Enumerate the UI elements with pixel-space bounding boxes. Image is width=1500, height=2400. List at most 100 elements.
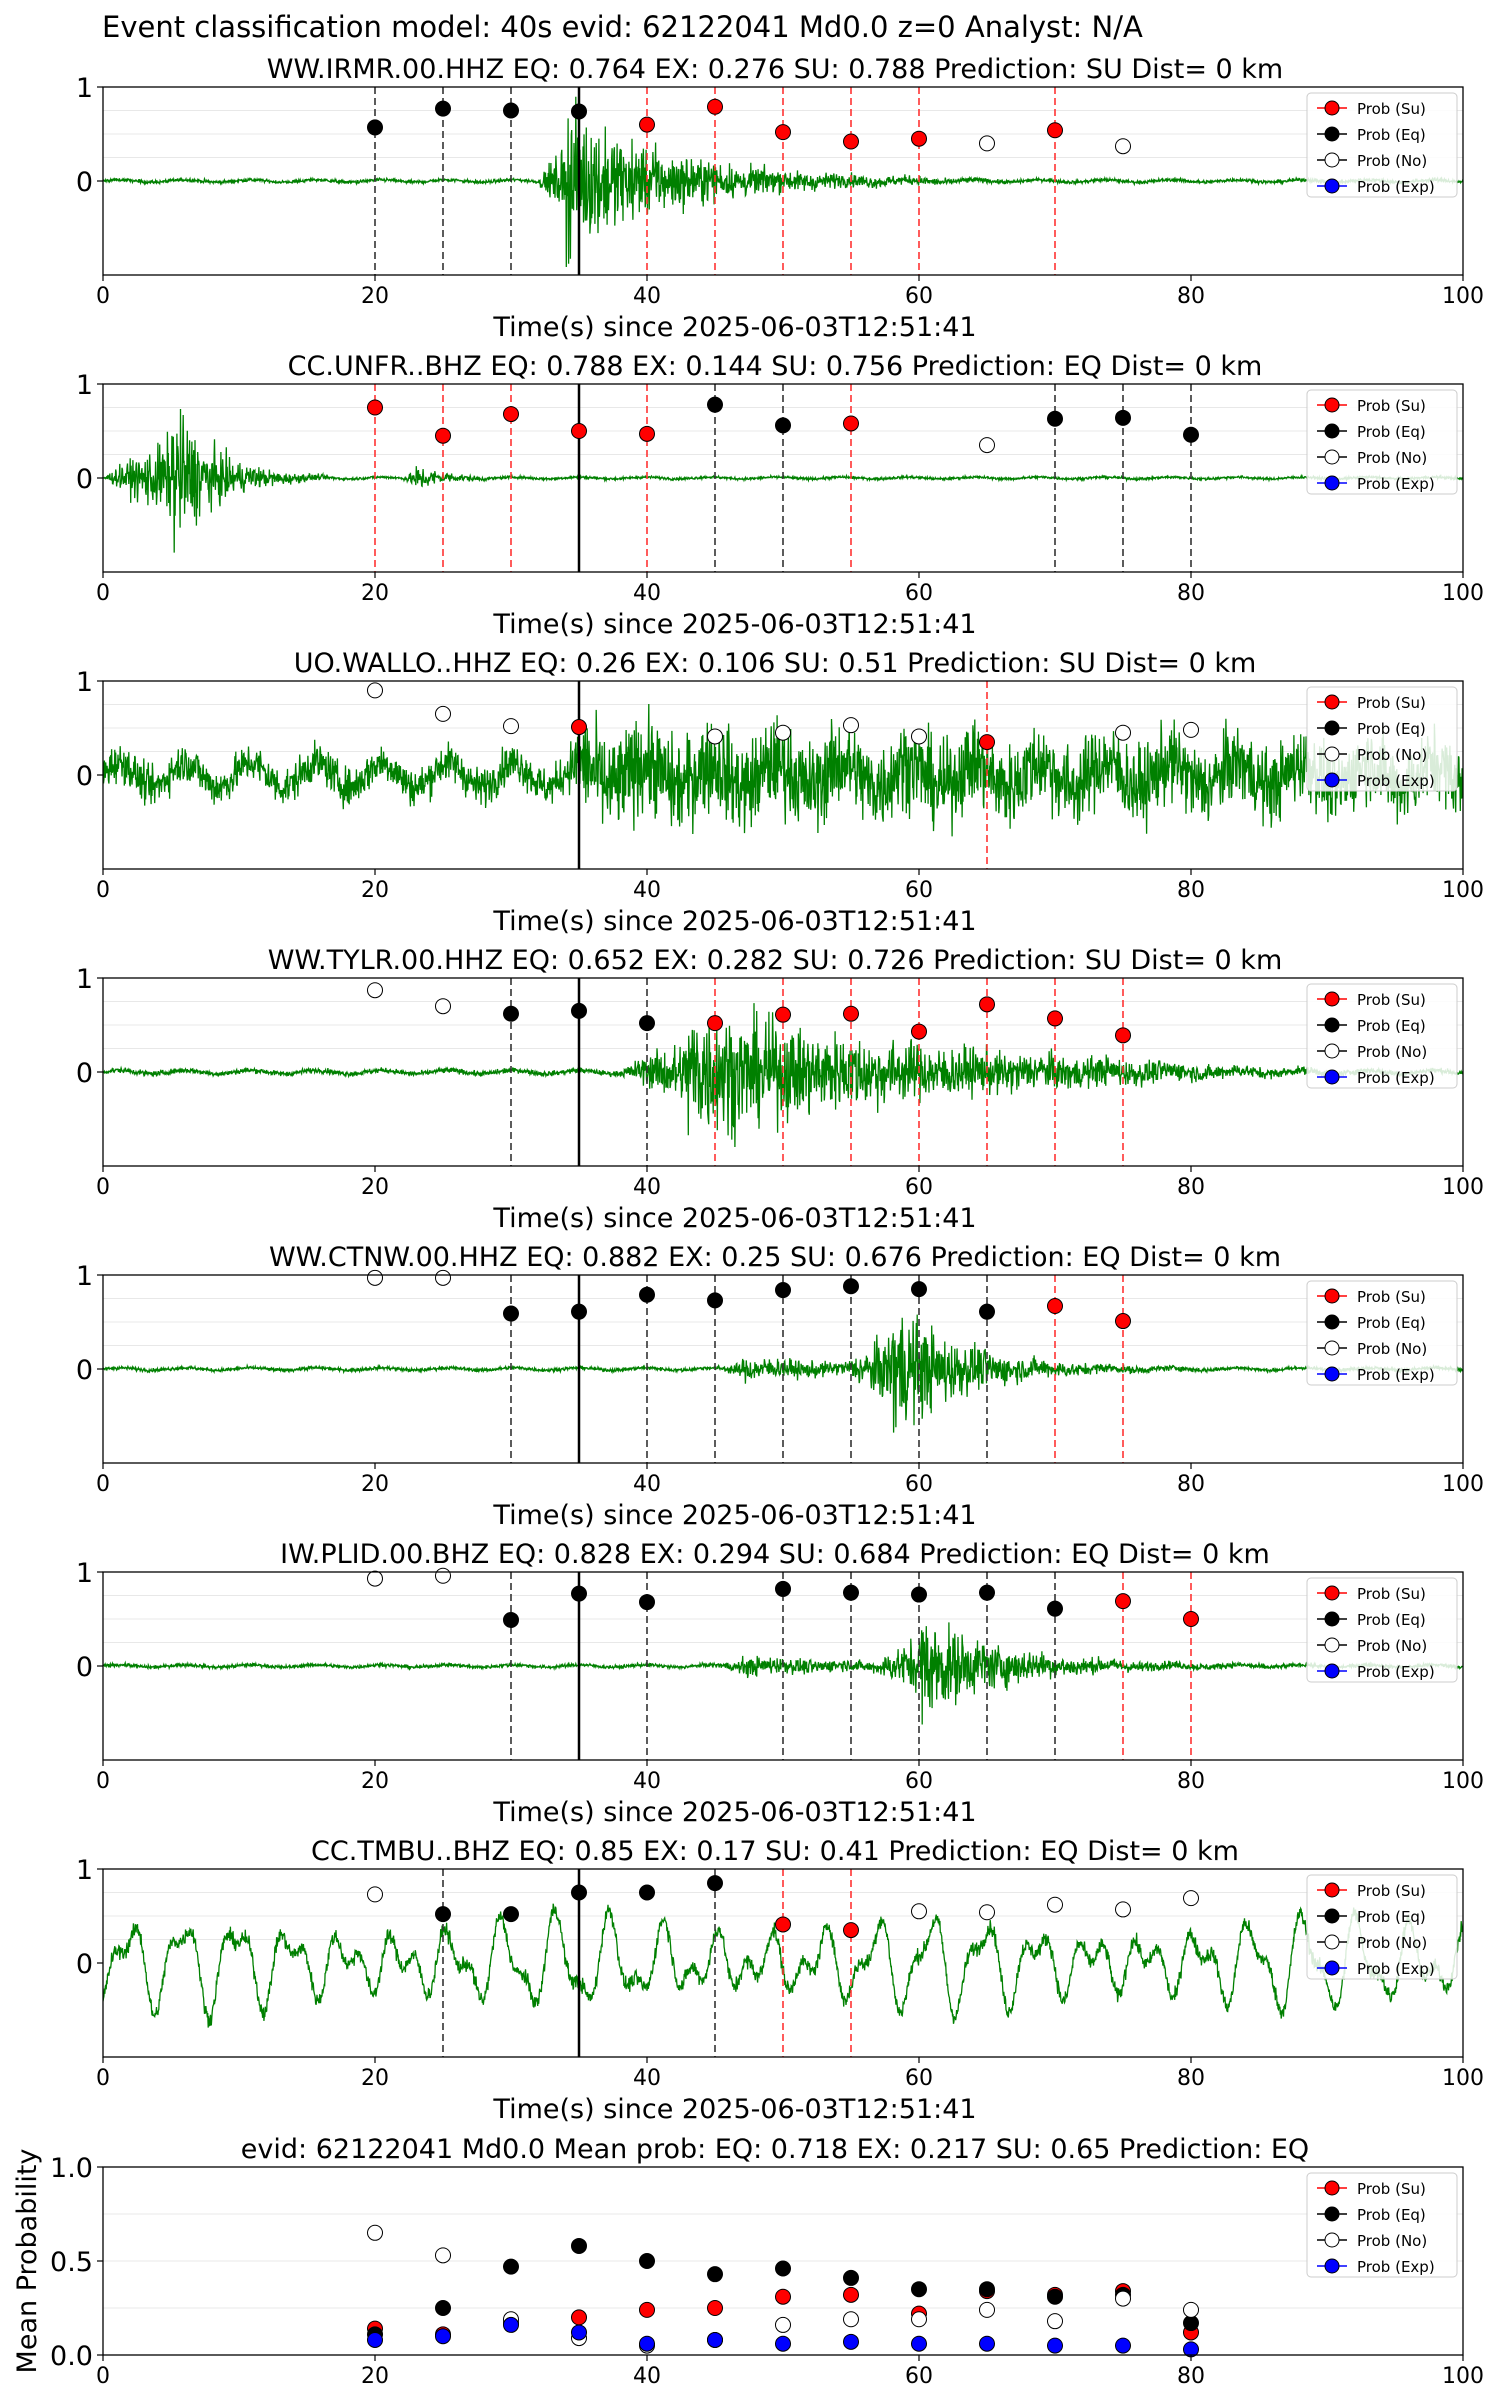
panel-title: UO.WALLO..HHZ EQ: 0.26 EX: 0.106 SU: 0.5…	[294, 648, 1257, 679]
legend-box	[1306, 1280, 1458, 1386]
data-point-eq	[979, 2281, 995, 2298]
data-point-eq	[911, 2281, 927, 2298]
panel-6: 0 20 40 60 80 100 0 1 IW.PLID.00.BHZ EQ: 0.828 E…	[76, 1539, 1484, 1828]
data-point-eq	[843, 1584, 859, 1601]
x-tick-label: 40	[633, 284, 661, 309]
data-point-su	[1047, 1010, 1063, 1027]
data-point-eq	[639, 1286, 655, 1303]
legend-marker-su	[1324, 100, 1340, 116]
data-point-eq	[639, 2253, 655, 2269]
data-point-eq	[707, 396, 723, 413]
legend-label-eq: Prob (Eq)	[1357, 2206, 1426, 2224]
data-point-su	[707, 98, 723, 115]
legend-marker-no	[1324, 1637, 1340, 1653]
data-point-eq	[1047, 1600, 1063, 1617]
data-point-no	[775, 724, 791, 741]
data-point-eq	[707, 1292, 723, 1309]
data-point-no	[435, 705, 451, 722]
x-tick-label: 80	[1177, 1769, 1205, 1794]
legend-label-su: Prob (Su)	[1357, 2180, 1426, 2198]
data-point-no	[503, 718, 519, 735]
data-point-su	[979, 996, 995, 1013]
legend-marker-exp	[1324, 475, 1340, 491]
data-point-no	[435, 998, 451, 1015]
legend-label-exp: Prob (Exp)	[1357, 1663, 1435, 1681]
x-tick-label: 0	[96, 2066, 110, 2091]
legend-marker-no	[1324, 1934, 1340, 1950]
x-tick-label: 60	[905, 878, 933, 903]
data-point-eq	[1183, 426, 1199, 443]
data-point-su	[1047, 1298, 1063, 1315]
x-tick-label: 40	[633, 878, 661, 903]
data-point-eq	[1115, 409, 1131, 426]
y-tick-label: 1	[76, 1261, 93, 1292]
data-point-su	[1115, 1027, 1131, 1044]
x-tick-label: 40	[633, 581, 661, 606]
data-point-eq	[979, 1303, 995, 1320]
legend-marker-no	[1324, 746, 1340, 762]
x-tick-label: 100	[1442, 1769, 1484, 1794]
x-axis-label: Time(s) since 2025-06-03T12:51:41	[492, 312, 976, 343]
panel-8: 0 20 40 60 80 100 0.0 0.5 1.0 evid: 62122041 Md0.…	[12, 2134, 1484, 2389]
x-axis-label: Time(s) since 2025-06-03T12:51:41	[492, 906, 976, 937]
x-tick-label: 0	[96, 581, 110, 606]
data-point-no	[1115, 138, 1131, 155]
data-point-eq	[571, 1303, 587, 1320]
x-tick-label: 100	[1442, 1472, 1484, 1497]
legend-marker-no	[1324, 2232, 1340, 2248]
data-point-no	[979, 437, 995, 454]
data-point-eq	[707, 2266, 723, 2283]
x-tick-label: 60	[905, 1175, 933, 1200]
y-tick-label: 0	[76, 1355, 93, 1386]
x-axis-label: Time(s) since 2025-06-03T12:51:41	[492, 1203, 976, 1234]
legend-label-su: Prob (Su)	[1357, 397, 1426, 415]
data-point-eq	[1047, 410, 1063, 427]
data-point-eq	[707, 1875, 723, 1892]
y-tick-label: 1	[76, 667, 93, 698]
x-tick-label: 0	[96, 2364, 110, 2389]
data-point-eq	[503, 2258, 519, 2275]
y-tick-label: 1.0	[50, 2153, 93, 2184]
data-point-no	[367, 1269, 383, 1286]
legend-marker-su	[1324, 991, 1340, 1007]
legend-marker-exp	[1324, 2258, 1340, 2274]
data-point-no	[775, 2316, 791, 2333]
y-tick-label: 1	[76, 1558, 93, 1589]
legend-marker-exp	[1324, 1960, 1340, 1976]
legend-label-eq: Prob (Eq)	[1357, 1017, 1426, 1035]
legend-label-su: Prob (Su)	[1357, 1288, 1426, 1306]
data-point-su	[775, 124, 791, 141]
data-point-su	[843, 1005, 859, 1022]
data-point-no	[367, 682, 383, 699]
legend-label-eq: Prob (Eq)	[1357, 1611, 1426, 1629]
panel-title: CC.UNFR..BHZ EQ: 0.788 EX: 0.144 SU: 0.7…	[288, 351, 1263, 382]
x-tick-label: 60	[905, 2066, 933, 2091]
data-point-exp	[367, 2331, 383, 2348]
legend-label-no: Prob (No)	[1357, 1934, 1427, 1952]
panel-title: WW.IRMR.00.HHZ EQ: 0.764 EX: 0.276 SU: 0…	[267, 54, 1283, 85]
y-tick-label: 0	[76, 1058, 93, 1089]
legend-label-su: Prob (Su)	[1357, 694, 1426, 712]
x-tick-label: 20	[361, 581, 389, 606]
x-tick-label: 20	[361, 2066, 389, 2091]
data-point-eq	[775, 1580, 791, 1597]
legend-marker-no	[1324, 449, 1340, 465]
legend-marker-su	[1324, 1882, 1340, 1898]
data-point-su	[843, 1922, 859, 1939]
data-point-su	[1115, 1593, 1131, 1610]
data-point-no	[1047, 2313, 1063, 2330]
data-point-exp	[1047, 2337, 1063, 2354]
legend-box	[1306, 686, 1458, 792]
x-tick-label: 80	[1177, 2066, 1205, 2091]
legend-box	[1306, 92, 1458, 198]
data-point-eq	[571, 103, 587, 120]
x-tick-label: 80	[1177, 284, 1205, 309]
panel-7: 0 20 40 60 80 100 0 1 CC.TMBU..BHZ EQ: 0.85 EX: …	[76, 1836, 1484, 2125]
x-tick-label: 100	[1442, 284, 1484, 309]
legend-marker-eq	[1324, 1908, 1340, 1924]
panel-2: 0 20 40 60 80 100 0 1 CC.UNFR..BHZ EQ: 0.788 EX:…	[76, 351, 1484, 640]
legend-label-no: Prob (No)	[1357, 1043, 1427, 1061]
data-point-su	[979, 734, 995, 751]
waveform-trace	[103, 703, 1463, 837]
